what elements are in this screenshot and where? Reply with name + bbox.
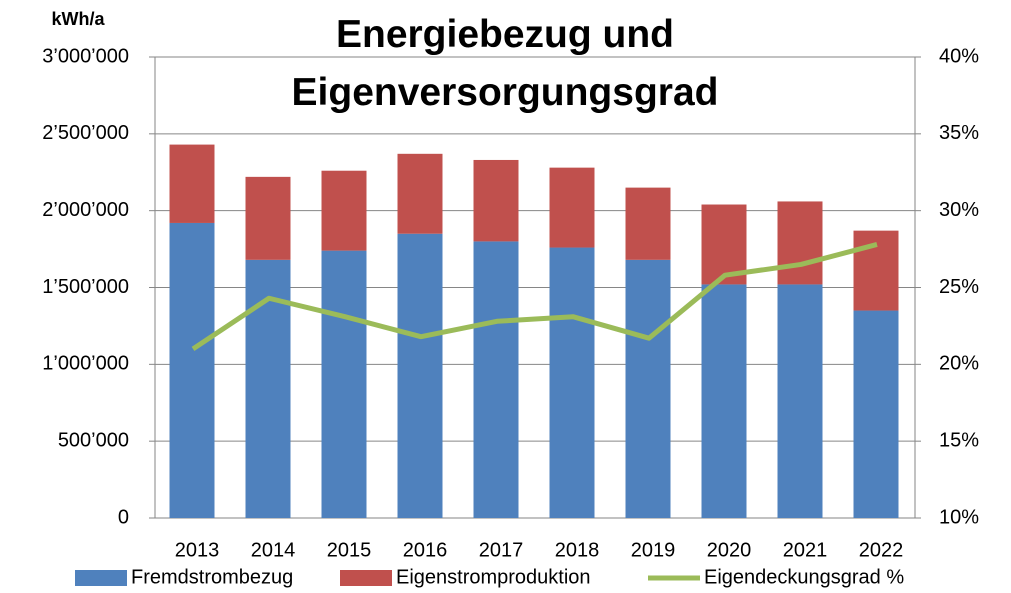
bar: [321, 170, 367, 251]
bar: [245, 176, 291, 260]
y-tick-label: 500’000: [58, 429, 129, 451]
x-tick-label: 2013: [175, 539, 220, 561]
bar: [625, 259, 671, 518]
bar: [169, 222, 215, 518]
bar: [777, 201, 823, 285]
legend-swatch: [75, 570, 127, 586]
bar: [549, 167, 595, 248]
x-tick-label: 2017: [479, 539, 524, 561]
y2-tick-label: 30%: [939, 199, 979, 221]
line-series: [191, 242, 878, 352]
bar: [397, 233, 443, 518]
bar: [625, 187, 671, 260]
y-tick-label: 3’000’000: [42, 45, 129, 67]
bar: [321, 250, 367, 518]
legend-swatch: [340, 570, 392, 586]
x-tick-label: 2020: [707, 539, 752, 561]
bar: [397, 153, 443, 234]
legend-label: Eigendeckungsgrad %: [704, 566, 904, 588]
y2-tick-label: 10%: [939, 506, 979, 528]
legend-label: Fremdstrombezug: [131, 566, 293, 588]
bar: [169, 144, 215, 223]
x-tick-label: 2022: [859, 539, 904, 561]
x-tick-label: 2016: [403, 539, 448, 561]
bar: [549, 247, 595, 518]
bar: [777, 284, 823, 518]
x-tick-label: 2014: [251, 539, 296, 561]
y2-tick-label: 25%: [939, 276, 979, 298]
chart-title: Energiebezug und Eigenversorgungsgrad: [291, 13, 719, 114]
y-axis-unit: kWh/a: [51, 9, 105, 29]
bar: [701, 284, 747, 518]
bar: [473, 159, 519, 242]
y2-tick-label: 20%: [939, 353, 979, 375]
x-tick-label: 2021: [783, 539, 828, 561]
x-tick-label: 2015: [327, 539, 372, 561]
x-tick-label: 2019: [631, 539, 676, 561]
y-tick-label: 0: [118, 506, 129, 528]
bar: [853, 310, 899, 518]
y2-tick-label: 40%: [939, 45, 979, 67]
legend-label: Eigenstromproduktion: [396, 566, 591, 588]
y-tick-label: 2’000’000: [42, 199, 129, 221]
y-tick-label: 2’500’000: [42, 122, 129, 144]
x-tick-label: 2018: [555, 539, 600, 561]
y2-tick-label: 15%: [939, 429, 979, 451]
y2-tick-label: 35%: [939, 122, 979, 144]
y-tick-label: 1’500’000: [42, 276, 129, 298]
y-tick-label: 1’000’000: [42, 353, 129, 375]
bar: [473, 241, 519, 518]
